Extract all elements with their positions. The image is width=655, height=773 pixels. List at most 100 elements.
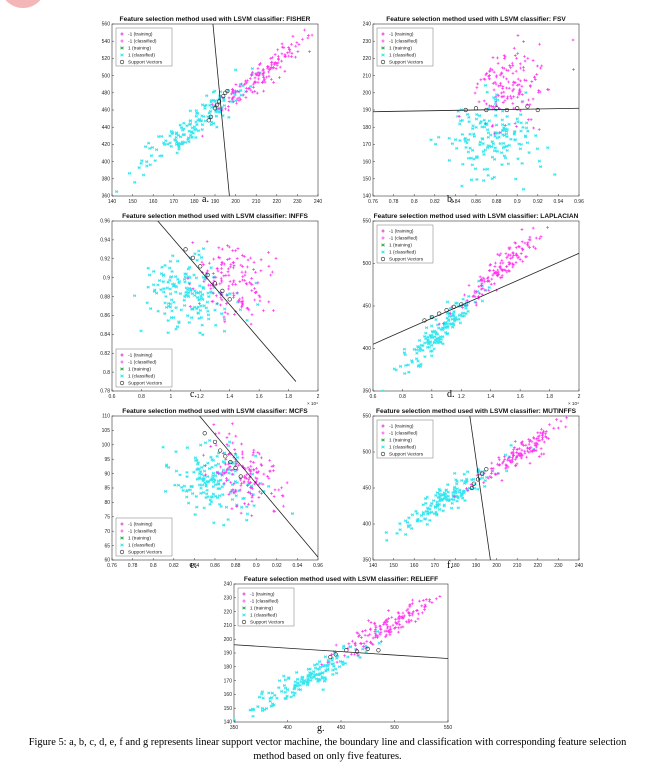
point-pos-classified xyxy=(235,480,239,485)
point-pos-classified xyxy=(471,148,475,152)
point-neg-classified xyxy=(496,272,500,276)
point-neg-classified xyxy=(517,255,521,259)
point-neg-classified xyxy=(525,242,529,246)
point-pos-classified xyxy=(127,171,132,175)
point-pos-classified xyxy=(317,667,321,671)
point-neg-classified xyxy=(496,471,500,475)
point-neg-classified xyxy=(503,56,506,60)
point-neg-classified xyxy=(565,416,569,420)
point-pos-classified xyxy=(201,490,205,495)
point-neg-classified xyxy=(496,462,499,466)
point-neg-classified xyxy=(230,472,234,476)
support-vector-marker xyxy=(238,474,243,479)
x-tick-label: 0.94 xyxy=(293,563,303,569)
point-pos-classified xyxy=(200,123,204,127)
point-pos-classified xyxy=(419,343,423,347)
point-pos-classified xyxy=(211,485,215,489)
point-neg-classified xyxy=(494,261,497,265)
point-neg-classified xyxy=(539,66,542,70)
point-pos-classified xyxy=(194,114,198,118)
point-pos-classified xyxy=(223,451,227,455)
point-pos-classified xyxy=(455,301,459,305)
point-neg-classified xyxy=(358,633,362,637)
point-neg-classified xyxy=(499,261,502,265)
point-neg-classified xyxy=(519,454,522,458)
point-pos-classified xyxy=(461,496,465,500)
legend-label: Support Vectors xyxy=(128,381,163,387)
point-pos-classified xyxy=(509,137,513,141)
point-pos-classified xyxy=(256,705,260,709)
point-neg-classified xyxy=(533,76,536,79)
scatter-chart-b: Feature selection method used with LSVM … xyxy=(363,16,584,205)
point-pos-classified xyxy=(500,151,504,155)
point-pos-classified xyxy=(205,488,209,492)
point-pos-classified xyxy=(179,126,184,130)
point-neg-classified xyxy=(270,464,274,468)
point-pos-classified xyxy=(406,524,410,528)
point-neg-classified xyxy=(536,436,540,440)
point-neg-classified xyxy=(272,61,276,65)
y-tick-label: 220 xyxy=(363,56,372,62)
chart-title: Feature selection method used with LSVM … xyxy=(376,408,577,415)
point-neg-classified xyxy=(240,305,243,309)
point-neg-classified xyxy=(231,266,235,270)
point-pos-classified xyxy=(527,151,531,155)
point-pos-classified xyxy=(467,120,471,124)
y-tick-label: 0.84 xyxy=(100,332,110,338)
point-pos-classified xyxy=(553,172,557,177)
point-neg-classified xyxy=(244,270,247,274)
y-tick-label: 0.92 xyxy=(100,256,110,262)
point-neg-classified xyxy=(227,245,231,249)
point-pos-classified xyxy=(165,305,169,309)
point-pos-classified xyxy=(194,135,198,139)
point-neg-classified xyxy=(536,64,539,68)
point-neg-classified xyxy=(248,86,252,90)
support-vector-marker xyxy=(437,311,442,316)
point-pos-classified xyxy=(398,528,402,532)
x-tick-label: 240 xyxy=(575,563,584,569)
point-pos-classified xyxy=(512,132,516,136)
point-pos-classified xyxy=(214,474,218,478)
point-pos-classified xyxy=(472,134,476,138)
point-pos-classified xyxy=(460,132,464,136)
point-neg-classified xyxy=(306,36,310,40)
point-neg-classified xyxy=(401,625,405,629)
point-neg-classified xyxy=(490,469,494,473)
point-pos-classified xyxy=(282,683,286,687)
point-pos-classified xyxy=(147,141,151,145)
y-tick-label: 230 xyxy=(224,596,233,602)
point-neg-classified xyxy=(236,89,239,93)
point-pos-classified xyxy=(195,111,199,115)
point-neg-classified xyxy=(290,55,293,59)
point-pos-classified xyxy=(226,517,230,522)
x-tick-label: 1.2 xyxy=(197,394,204,400)
point-pos-classified xyxy=(447,158,451,162)
point-pos-classified xyxy=(202,304,206,308)
point-neg-classified xyxy=(505,464,509,468)
point-pos-classified xyxy=(457,313,462,317)
point-pos-classified xyxy=(404,363,408,367)
x-tick-label: 0.9 xyxy=(514,199,521,205)
point-neg-classified xyxy=(538,237,542,240)
point-pos-classified xyxy=(198,284,202,288)
point-neg-classified xyxy=(504,252,508,256)
point-pos-classified xyxy=(458,321,462,325)
point-neg-classified xyxy=(250,73,254,77)
point-pos-classified xyxy=(498,142,502,146)
point-neg-classified xyxy=(235,504,239,508)
point-pos-classified xyxy=(193,513,197,517)
support-vector-marker xyxy=(227,297,232,302)
point-pos-classified xyxy=(204,484,208,488)
point-pos-classified xyxy=(251,714,255,718)
point-neg-classified xyxy=(270,491,273,495)
point-pos-classified xyxy=(174,275,178,279)
point-neg-classified xyxy=(392,627,396,630)
point-neg-classified xyxy=(494,95,498,99)
point-neg-classified xyxy=(516,34,520,37)
point-pos-classified xyxy=(192,470,196,474)
x-tick-label: 1.8 xyxy=(546,394,553,400)
point-pos-classified xyxy=(148,273,152,277)
point-neg-classified xyxy=(499,81,503,85)
point-pos-classified xyxy=(200,483,205,487)
point-pos-classified xyxy=(199,304,203,308)
